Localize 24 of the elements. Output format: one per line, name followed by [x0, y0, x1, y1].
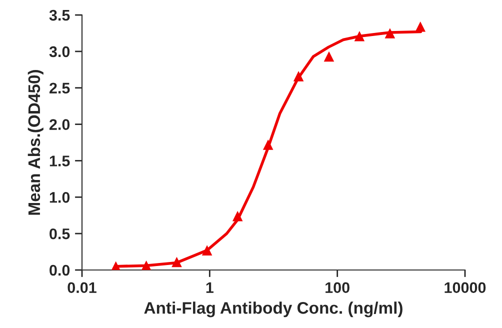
x-axis-title: Anti-Flag Antibody Conc. (ng/ml): [144, 302, 402, 318]
y-tick-label: 1.0: [50, 192, 70, 203]
point: [262, 140, 274, 150]
x-tick-label: 10000: [444, 282, 486, 294]
point: [354, 30, 365, 42]
x-tick-label: 1: [206, 282, 214, 293]
y-tick-label: 3.5: [49, 10, 70, 21]
point: [202, 245, 212, 256]
y-tick-label: 3.0: [49, 46, 70, 58]
x-tick-label: 0.01: [68, 282, 96, 294]
y-tick-label: 2.5: [49, 82, 70, 94]
point: [324, 51, 334, 62]
y-axis-title: Mean Abs.(OD450): [28, 70, 44, 215]
point: [384, 28, 396, 38]
point: [232, 210, 243, 222]
y-tick-label: 0.0: [50, 264, 70, 276]
y-tick-label: 0.5: [50, 228, 70, 240]
point: [172, 256, 182, 268]
point: [293, 71, 304, 82]
x-tick-label: 100: [326, 282, 350, 294]
y-tick-label: 1.5: [50, 156, 70, 166]
y-tick-label: 2.0: [49, 119, 70, 130]
point: [141, 260, 152, 270]
point: [415, 22, 426, 32]
